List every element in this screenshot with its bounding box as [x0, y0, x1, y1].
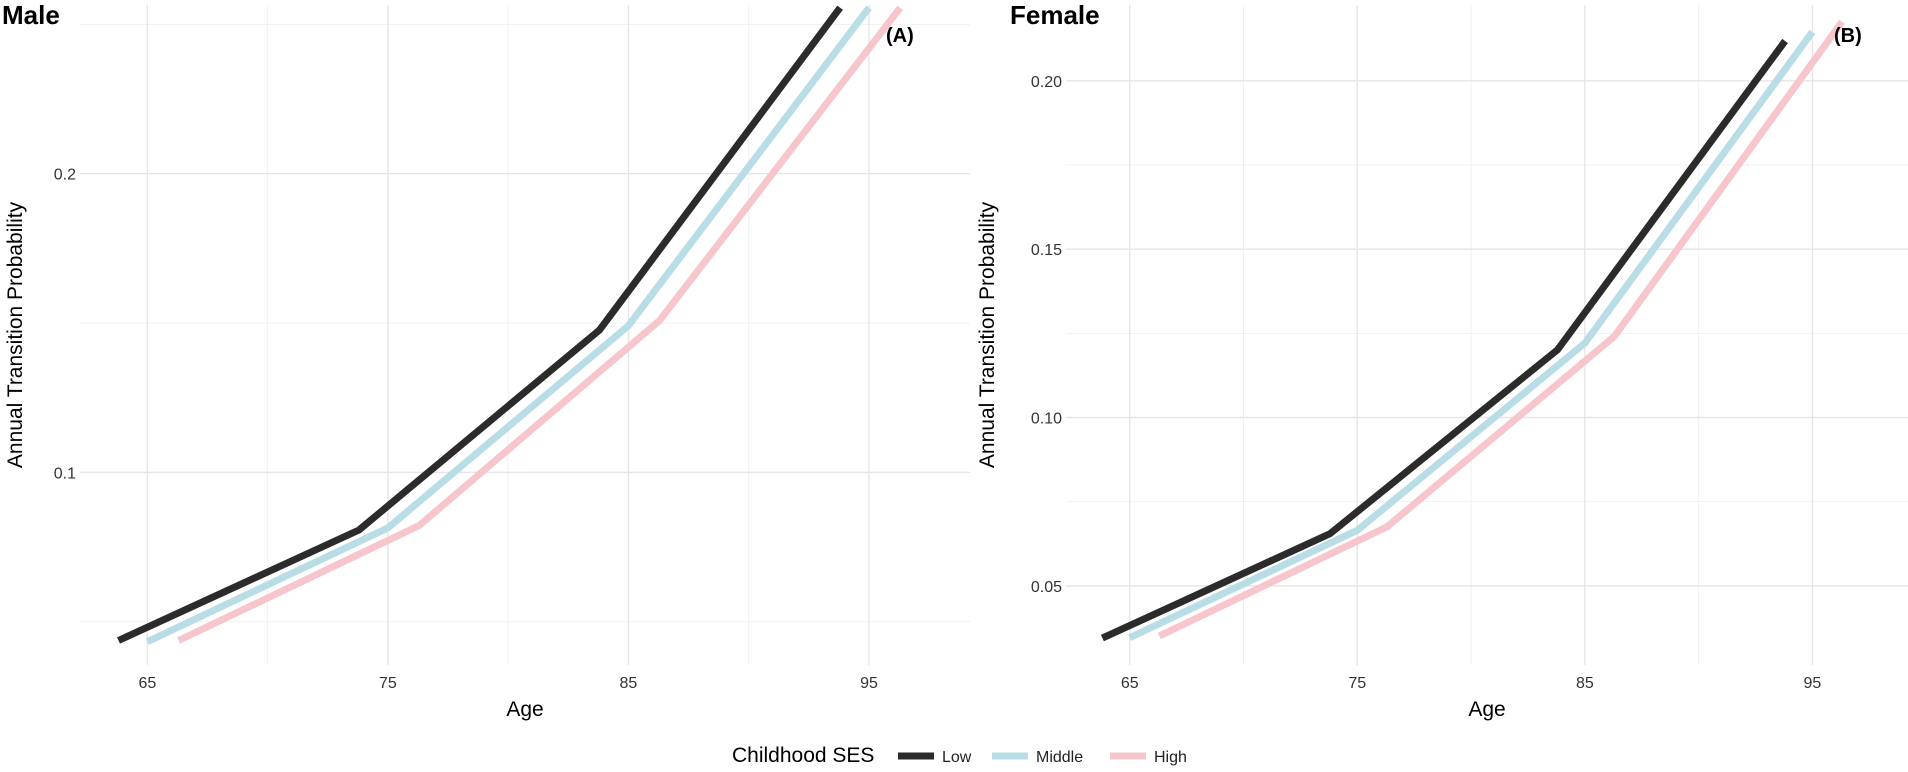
female-y-tick-label: 0.15 — [1031, 242, 1062, 259]
legend-label-high: High — [1154, 749, 1187, 766]
female-x-tick-label: 85 — [1576, 675, 1594, 692]
legend-label-low: Low — [942, 749, 972, 766]
female-series-low — [1100, 38, 1788, 642]
male-x-tick-label: 95 — [860, 675, 878, 692]
male-x-tick-label: 75 — [379, 675, 397, 692]
female-x-tick-label: 95 — [1804, 675, 1822, 692]
female-x-tick-label: 75 — [1348, 675, 1366, 692]
female-series-high — [1157, 19, 1845, 640]
female-series-middle — [1128, 29, 1816, 641]
female-x-tick-label: 65 — [1121, 675, 1139, 692]
female-panel: 0.05 0.10 0.15 0.20 65 75 85 95 Age Annual Transi… — [976, 0, 1908, 721]
male-x-axis-label: Age — [506, 698, 543, 721]
female-y-tick-label: 0.10 — [1031, 411, 1062, 428]
male-x-tick-label: 85 — [620, 675, 638, 692]
female-x-axis-label: Age — [1468, 698, 1505, 721]
male-panel-tag: (A) — [886, 25, 914, 47]
male-panel: 0.1 0.2 65 75 85 95 Age Annual Transition Proba… — [2, 0, 970, 721]
female-y-tick-label: 0.05 — [1031, 579, 1062, 596]
male-y-tick-label: 0.2 — [54, 167, 76, 184]
male-series-middle — [145, 5, 872, 645]
female-y-axis-label: Annual Transition Probability — [976, 201, 999, 468]
male-series-low — [117, 5, 843, 644]
legend-label-middle: Middle — [1036, 749, 1083, 766]
legend-title: Childhood SES — [732, 744, 874, 767]
male-x-tick-label: 65 — [138, 675, 156, 692]
female-panel-tag: (B) — [1834, 25, 1862, 47]
male-series-high — [177, 5, 903, 644]
male-y-axis-label: Annual Transition Probability — [4, 201, 27, 468]
male-y-tick-label: 0.1 — [54, 465, 76, 482]
female-panel-title: Female — [1010, 0, 1100, 30]
female-y-tick-label: 0.20 — [1031, 74, 1062, 91]
male-panel-title: Male — [2, 0, 60, 30]
legend: Childhood SES Low Middle High — [732, 744, 1187, 767]
